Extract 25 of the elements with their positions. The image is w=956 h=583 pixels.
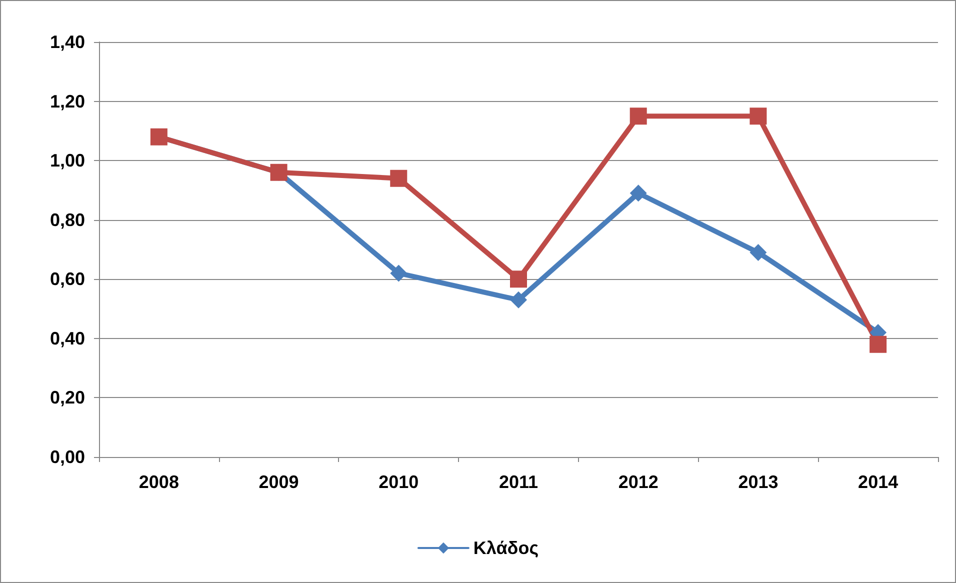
y-tick-label: 0,20 (50, 388, 85, 408)
y-tick-label: 1,00 (50, 150, 85, 171)
point (750, 244, 767, 261)
point (630, 108, 647, 125)
point (750, 108, 767, 125)
y-tick-label: 1,40 (50, 32, 85, 52)
point (510, 270, 527, 288)
x-tick-label: 2011 (498, 472, 538, 492)
point (870, 336, 887, 353)
point (390, 264, 408, 282)
x-tick-label: 2012 (618, 472, 658, 492)
y-tick-label: 0,00 (50, 447, 85, 467)
point (390, 170, 408, 187)
x-tick-label: 2010 (378, 472, 419, 492)
x-tick-label: 2009 (258, 472, 299, 492)
point (630, 184, 647, 202)
y-tick-label: 0,40 (50, 328, 85, 348)
y-tick-label: 0,80 (50, 210, 85, 230)
x-tick-label: 2014 (858, 472, 898, 492)
y-tick-label: 1,20 (50, 91, 85, 112)
x-tick-label: 2008 (138, 472, 179, 492)
x-tick-label: 2013 (738, 472, 778, 492)
y-tick-label: 0,60 (50, 269, 85, 290)
point (510, 291, 527, 308)
legend-label: Κλάδος (473, 538, 539, 558)
